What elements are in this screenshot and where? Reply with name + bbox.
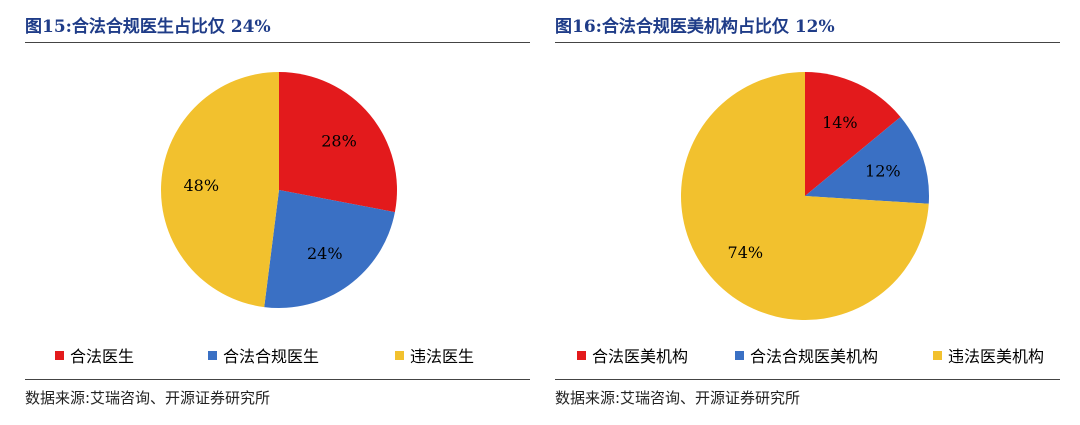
pie-slice — [264, 190, 395, 308]
legend-item: 合法医美机构 — [577, 343, 688, 367]
source-divider — [25, 379, 530, 380]
slice-value-label: 28% — [321, 131, 357, 150]
pie-chart: 28% 24% 48% — [160, 71, 398, 308]
slice-value-label: 24% — [307, 244, 343, 263]
legend-label: 合法医美机构 — [592, 347, 689, 366]
title-divider — [555, 42, 1060, 43]
legend-swatch — [735, 350, 744, 360]
pie-slice — [160, 71, 279, 308]
pie-slice — [805, 72, 901, 196]
pie-slice — [805, 116, 929, 204]
legend-swatch — [55, 350, 64, 360]
legend-item: 违法医生 — [395, 343, 474, 367]
slice-value-label: 12% — [865, 162, 901, 181]
legend-swatch — [933, 350, 942, 360]
legend: 合法医美机构 合法合规医美机构 违法医美机构 — [555, 343, 1060, 367]
chart-panel-left: 图15:合法合规医生占比仅 24% 28% 24% 48% 合法医生 合法合规医生 … — [25, 0, 530, 425]
legend-label: 合法合规医美机构 — [750, 347, 879, 366]
legend-swatch — [395, 350, 404, 360]
slice-value-label: 14% — [822, 113, 858, 132]
slice-value-label: 74% — [728, 243, 764, 262]
pie-slice — [681, 72, 929, 320]
chart-title: 图16:合法合规医美机构占比仅 12% — [555, 17, 835, 37]
legend: 合法医生 合法合规医生 违法医生 — [25, 343, 530, 367]
legend-item: 违法医美机构 — [933, 343, 1044, 367]
slice-value-label: 48% — [183, 176, 219, 195]
legend-swatch — [208, 350, 217, 360]
legend-item: 合法合规医美机构 — [735, 343, 878, 367]
chart-panel-right: 图16:合法合规医美机构占比仅 12% 14% 12% 74% 合法医美机构 合法合… — [555, 0, 1060, 425]
pie-chart: 14% 12% 74% — [681, 72, 929, 320]
legend-swatch — [577, 350, 586, 360]
legend-label: 合法合规医生 — [223, 347, 320, 366]
title-divider — [25, 42, 530, 43]
legend-item: 合法合规医生 — [208, 343, 319, 367]
source-divider — [555, 379, 1060, 380]
legend-label: 违法医生 — [410, 347, 475, 366]
legend-label: 合法医生 — [70, 347, 135, 366]
legend-label: 违法医美机构 — [948, 347, 1045, 366]
source-note: 数据来源:艾瑞咨询、开源证券研究所 — [555, 389, 801, 407]
chart-title: 图15:合法合规医生占比仅 24% — [25, 17, 271, 37]
legend-item: 合法医生 — [55, 343, 134, 367]
source-note: 数据来源:艾瑞咨询、开源证券研究所 — [25, 389, 271, 407]
pie-slice — [279, 72, 398, 213]
